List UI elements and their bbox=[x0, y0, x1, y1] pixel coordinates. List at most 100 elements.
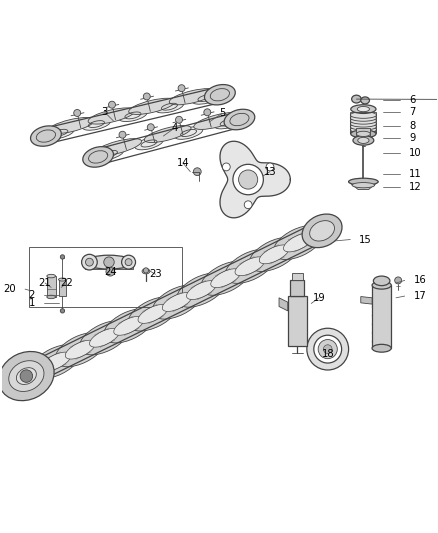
Ellipse shape bbox=[225, 249, 275, 284]
Bar bbox=[59, 279, 67, 296]
Circle shape bbox=[81, 254, 97, 270]
Ellipse shape bbox=[187, 281, 216, 300]
Text: 2: 2 bbox=[29, 290, 35, 300]
Circle shape bbox=[143, 93, 150, 100]
Ellipse shape bbox=[135, 137, 163, 150]
Circle shape bbox=[85, 258, 93, 266]
Ellipse shape bbox=[349, 178, 378, 185]
Text: 21: 21 bbox=[39, 278, 51, 288]
Ellipse shape bbox=[162, 293, 192, 311]
Ellipse shape bbox=[205, 85, 235, 105]
Ellipse shape bbox=[350, 124, 376, 130]
Ellipse shape bbox=[144, 126, 191, 142]
Ellipse shape bbox=[104, 309, 154, 343]
Circle shape bbox=[143, 268, 148, 273]
Bar bbox=[47, 276, 56, 297]
Bar bbox=[350, 112, 376, 133]
Ellipse shape bbox=[48, 118, 95, 134]
Ellipse shape bbox=[350, 120, 376, 127]
Text: 15: 15 bbox=[359, 235, 372, 245]
Ellipse shape bbox=[138, 304, 168, 324]
Bar bbox=[288, 296, 307, 345]
Ellipse shape bbox=[95, 148, 124, 160]
Ellipse shape bbox=[194, 112, 240, 130]
Ellipse shape bbox=[372, 340, 391, 344]
Text: 10: 10 bbox=[409, 148, 422, 158]
Circle shape bbox=[239, 170, 258, 189]
Ellipse shape bbox=[46, 126, 74, 139]
Ellipse shape bbox=[310, 221, 335, 241]
Ellipse shape bbox=[31, 344, 81, 378]
Ellipse shape bbox=[357, 131, 371, 136]
Ellipse shape bbox=[358, 138, 369, 143]
Polygon shape bbox=[349, 182, 378, 190]
Ellipse shape bbox=[351, 130, 376, 138]
Circle shape bbox=[104, 257, 114, 268]
Ellipse shape bbox=[114, 317, 144, 335]
Text: 7: 7 bbox=[409, 107, 415, 117]
Text: 16: 16 bbox=[413, 276, 426, 285]
Ellipse shape bbox=[41, 352, 71, 371]
Ellipse shape bbox=[372, 305, 391, 309]
Ellipse shape bbox=[372, 281, 391, 289]
Ellipse shape bbox=[174, 127, 203, 139]
Circle shape bbox=[178, 85, 185, 92]
Ellipse shape bbox=[82, 118, 111, 130]
Ellipse shape bbox=[83, 147, 113, 167]
Ellipse shape bbox=[155, 101, 184, 113]
Circle shape bbox=[106, 268, 115, 276]
Circle shape bbox=[20, 370, 33, 382]
Ellipse shape bbox=[214, 116, 242, 129]
Text: 22: 22 bbox=[60, 278, 73, 288]
Ellipse shape bbox=[372, 296, 391, 301]
Ellipse shape bbox=[259, 245, 289, 264]
Circle shape bbox=[395, 277, 402, 284]
Circle shape bbox=[125, 259, 132, 265]
Text: 20: 20 bbox=[4, 284, 16, 294]
Ellipse shape bbox=[357, 107, 370, 112]
Ellipse shape bbox=[0, 351, 54, 401]
Ellipse shape bbox=[89, 328, 119, 347]
Polygon shape bbox=[220, 141, 290, 218]
Ellipse shape bbox=[283, 233, 313, 252]
Polygon shape bbox=[279, 298, 288, 311]
Ellipse shape bbox=[31, 126, 61, 146]
Ellipse shape bbox=[372, 331, 391, 335]
Ellipse shape bbox=[47, 295, 56, 298]
Text: 5: 5 bbox=[219, 108, 225, 118]
Ellipse shape bbox=[47, 274, 56, 278]
Circle shape bbox=[74, 109, 81, 116]
Text: 14: 14 bbox=[177, 158, 189, 168]
Circle shape bbox=[204, 109, 211, 116]
Ellipse shape bbox=[249, 237, 299, 271]
Text: 3: 3 bbox=[102, 107, 108, 117]
Ellipse shape bbox=[129, 98, 176, 115]
Ellipse shape bbox=[353, 135, 374, 145]
Circle shape bbox=[122, 255, 135, 269]
Circle shape bbox=[318, 340, 337, 359]
Ellipse shape bbox=[152, 285, 202, 319]
Circle shape bbox=[176, 116, 183, 123]
Circle shape bbox=[314, 335, 342, 363]
Text: 17: 17 bbox=[413, 291, 426, 301]
Text: 9: 9 bbox=[409, 133, 415, 143]
Circle shape bbox=[193, 168, 201, 175]
Circle shape bbox=[119, 131, 126, 138]
Ellipse shape bbox=[128, 297, 178, 331]
Ellipse shape bbox=[351, 105, 376, 114]
Text: 18: 18 bbox=[321, 349, 334, 359]
Ellipse shape bbox=[211, 269, 240, 288]
Bar bbox=[85, 264, 133, 269]
Ellipse shape bbox=[119, 109, 147, 122]
Ellipse shape bbox=[352, 183, 374, 188]
Ellipse shape bbox=[224, 109, 255, 130]
Ellipse shape bbox=[350, 118, 376, 124]
Text: 1: 1 bbox=[29, 298, 35, 309]
Text: 11: 11 bbox=[409, 169, 422, 179]
Circle shape bbox=[60, 255, 65, 259]
Text: 8: 8 bbox=[409, 122, 415, 132]
Circle shape bbox=[147, 124, 154, 131]
Bar bbox=[357, 128, 371, 136]
Text: 13: 13 bbox=[264, 167, 276, 177]
Ellipse shape bbox=[372, 344, 391, 352]
